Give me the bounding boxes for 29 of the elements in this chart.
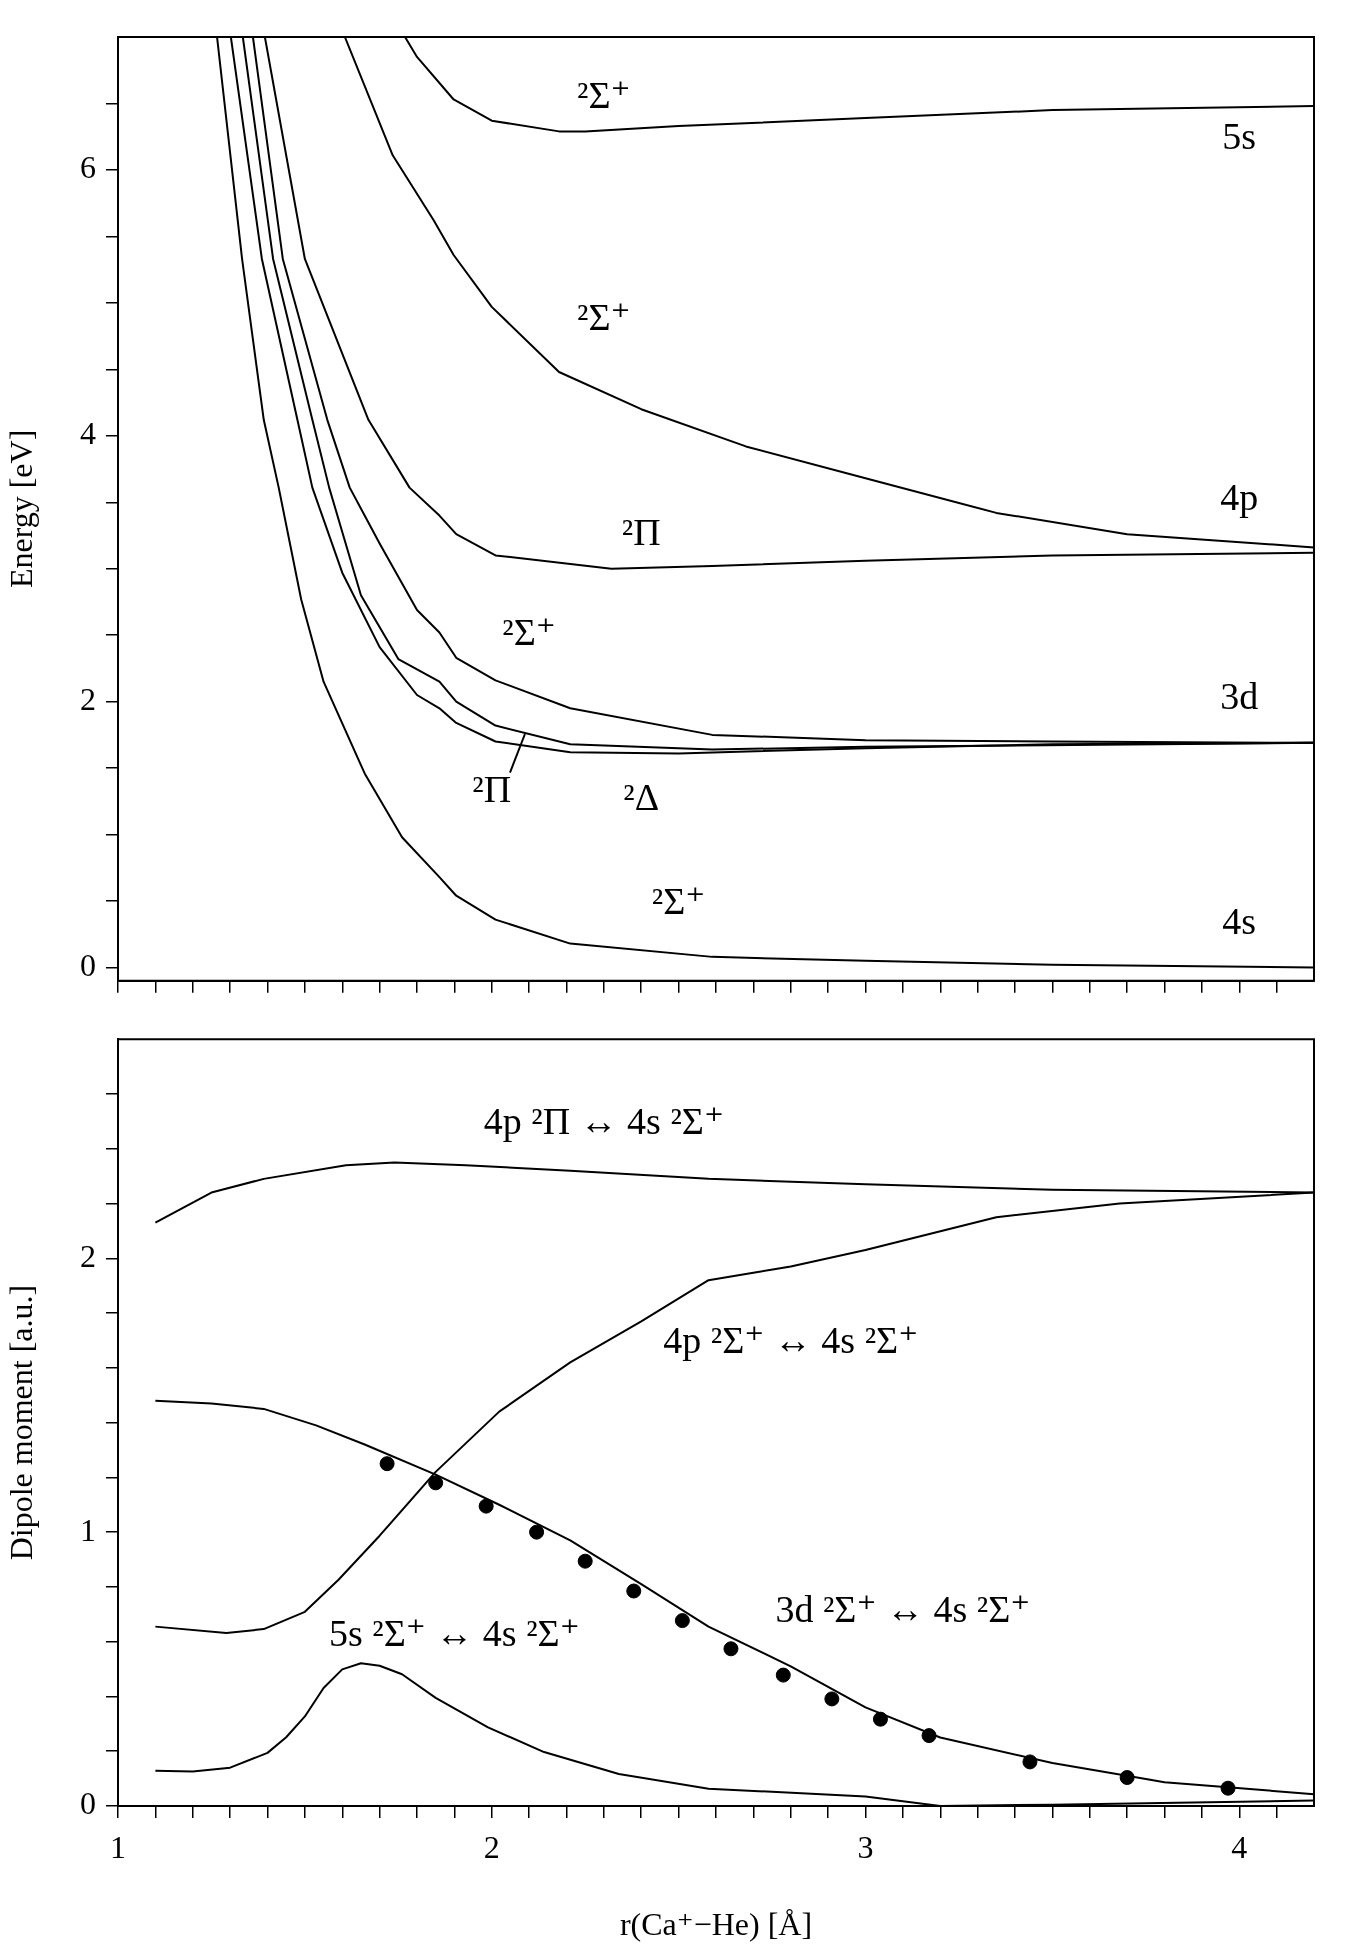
y-tick-label: 0 <box>80 946 96 983</box>
annotation: 4p <box>1220 475 1259 518</box>
y-tick-label: 0 <box>80 1785 96 1822</box>
annotation: 5s ²Σ⁺ ↔ 4s ²Σ⁺ <box>329 1612 580 1655</box>
annotation: 4p ²Π ↔ 4s ²Σ⁺ <box>483 1100 724 1143</box>
annotation: 5s <box>1222 115 1257 158</box>
annotation: 3d <box>1220 674 1259 717</box>
annotation: ²Δ <box>623 776 660 818</box>
x-tick-label: 3 <box>857 1828 874 1865</box>
x-tick-label: 4 <box>1231 1828 1248 1865</box>
annotation: ²Σ⁺ <box>502 611 556 654</box>
y-tick-label: 2 <box>80 681 96 718</box>
y-tick-label: 6 <box>80 149 96 186</box>
annotation: ²Π <box>621 511 661 554</box>
annotation: 3d ²Σ⁺ ↔ 4s ²Σ⁺ <box>775 1587 1031 1630</box>
y-tick-label: 4 <box>80 415 96 452</box>
y-tick-label: 1 <box>80 1511 96 1548</box>
x-tick-label: 2 <box>483 1828 500 1865</box>
annotation: 4p ²Σ⁺ ↔ 4s ²Σ⁺ <box>663 1319 919 1362</box>
annotation: ²Σ⁺ <box>651 879 706 922</box>
y-axis-title: Energy [eV] <box>2 429 39 589</box>
annotation: ²Π <box>472 768 512 811</box>
annotation: 4s <box>1222 899 1257 942</box>
x-axis-title: r(Ca⁺−He) [Å] <box>619 1906 813 1943</box>
x-tick-label: 1 <box>110 1828 126 1865</box>
annotation: ²Σ⁺ <box>577 296 631 339</box>
annotation: ²Σ⁺ <box>577 74 631 117</box>
y-tick-label: 2 <box>80 1237 96 1274</box>
y-axis-title: Dipole moment [a.u.] <box>2 1284 39 1561</box>
